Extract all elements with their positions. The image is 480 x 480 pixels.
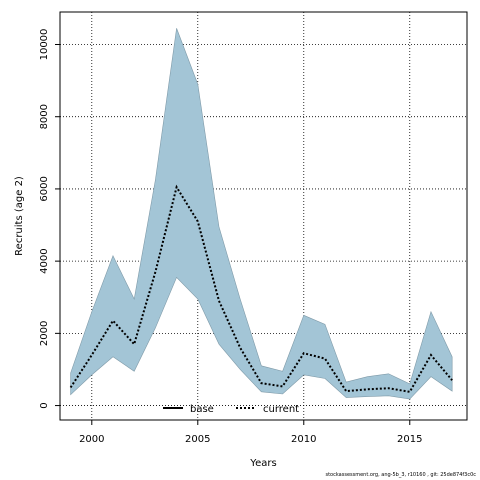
- legend: base current: [163, 404, 299, 415]
- y-tick-label-4000: 4000: [39, 248, 50, 273]
- x-tick-label-2005: 2005: [185, 434, 210, 445]
- x-axis: 2000 2005 2010 2015: [79, 420, 422, 445]
- plot-frame: [59, 11, 468, 421]
- footer-note: stockassessment.org, ang-5b_3, r10160 , …: [325, 472, 476, 478]
- legend-current-label: current: [263, 404, 299, 415]
- y-tick-label-10000: 10000: [39, 29, 50, 61]
- x-axis-title: Years: [249, 458, 276, 469]
- y-tick-label-8000: 8000: [39, 104, 50, 129]
- y-tick-label-2000: 2000: [39, 321, 50, 346]
- current-series-line: [69, 184, 453, 393]
- y-tick-label-0: 0: [39, 402, 50, 408]
- confidence-band: [70, 28, 453, 400]
- y-axis-title: Recruits (age 2): [14, 176, 25, 256]
- x-tick-label-2010: 2010: [291, 434, 316, 445]
- legend-base-label: base: [190, 404, 214, 415]
- x-tick-label-2015: 2015: [397, 434, 422, 445]
- y-axis: 0 2000 4000 6000 8000 10000: [39, 29, 60, 409]
- y-tick-label-6000: 6000: [39, 176, 50, 201]
- x-tick-label-2000: 2000: [79, 434, 104, 445]
